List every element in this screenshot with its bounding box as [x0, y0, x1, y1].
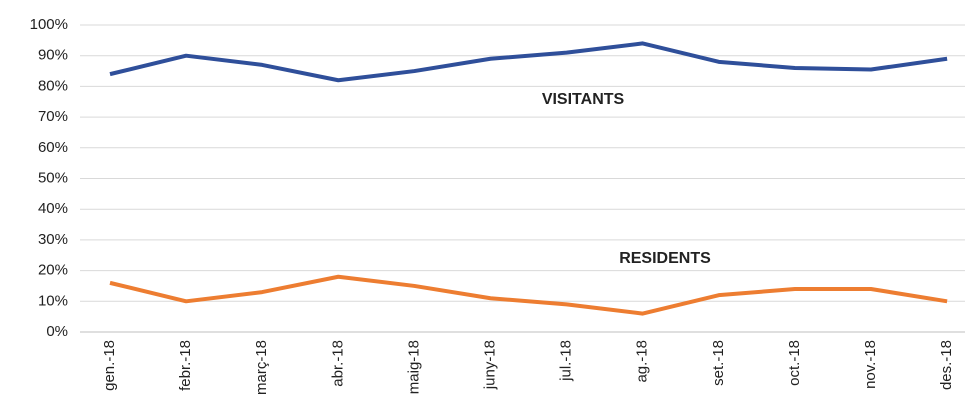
- x-tick-label: març-18: [253, 340, 270, 395]
- series-line: [109, 41, 948, 83]
- y-tick-label: 0%: [46, 323, 68, 340]
- y-tick-label: 30%: [38, 231, 68, 248]
- x-tick-label: jul.-18: [558, 340, 575, 382]
- x-tick-label: juny-18: [481, 340, 498, 390]
- y-tick-label: 50%: [38, 169, 68, 186]
- y-tick-label: 90%: [38, 47, 68, 64]
- x-tick-label: maig-18: [405, 340, 422, 394]
- x-tick-label: nov.-18: [862, 340, 879, 389]
- y-tick-label: 60%: [38, 139, 68, 156]
- y-tick-label: 20%: [38, 262, 68, 279]
- x-tick-label: oct.-18: [786, 340, 803, 386]
- series-annotation: RESIDENTS: [619, 250, 711, 267]
- y-tick-label: 100%: [30, 16, 68, 33]
- x-tick-label: ag.-18: [634, 340, 651, 383]
- series-line: [109, 274, 948, 316]
- x-tick-label: gen.-18: [101, 340, 118, 391]
- y-tick-label: 10%: [38, 292, 68, 309]
- y-tick-label: 40%: [38, 200, 68, 217]
- x-tick-label: set.-18: [710, 340, 727, 386]
- y-tick-label: 70%: [38, 108, 68, 125]
- series-annotation: VISITANTS: [542, 91, 625, 108]
- x-tick-label: abr.-18: [329, 340, 346, 387]
- x-tick-label: febr.-18: [177, 340, 194, 391]
- y-tick-label: 80%: [38, 77, 68, 94]
- x-tick-label: des.-18: [938, 340, 955, 390]
